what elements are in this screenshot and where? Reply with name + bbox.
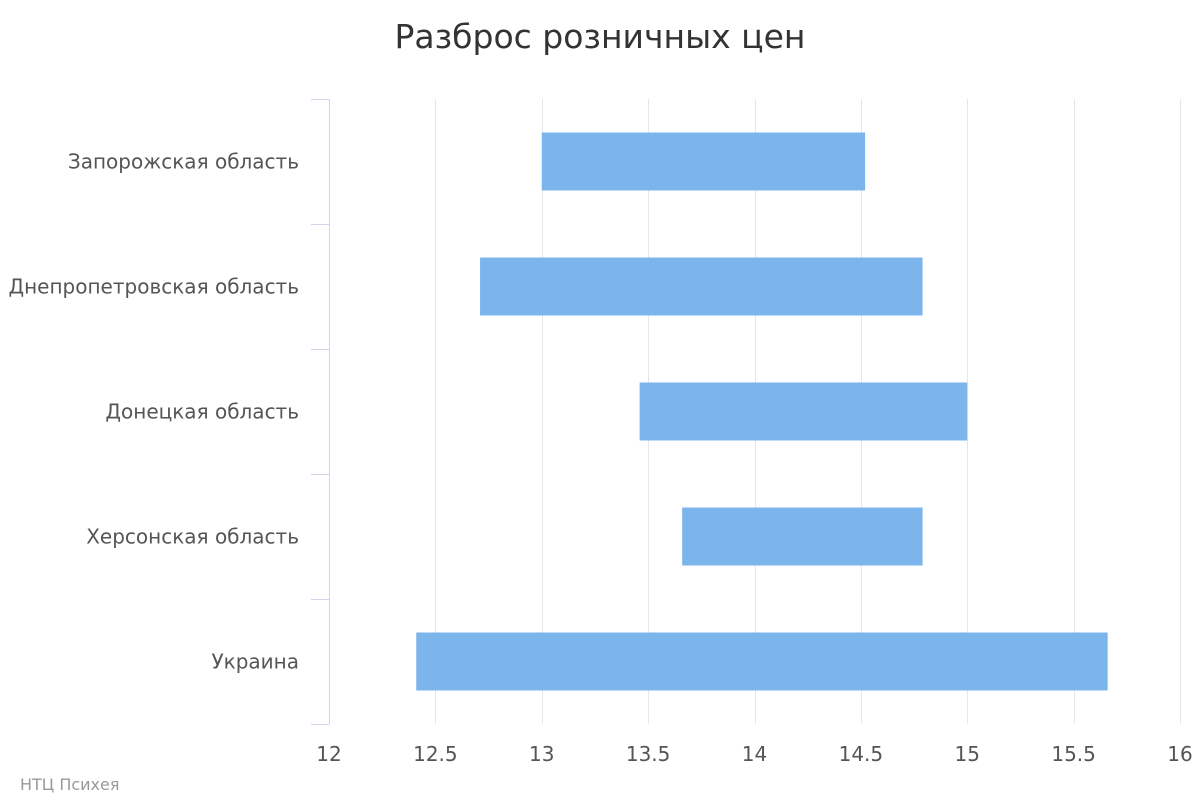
range-bar[interactable] (639, 382, 968, 441)
chart-credit: НТЦ Психея (20, 775, 119, 794)
bar-series (416, 132, 1108, 691)
category-label: Украина (211, 650, 299, 674)
x-tick-label: 14.5 (839, 742, 884, 766)
x-tick-label: 13 (529, 742, 554, 766)
x-tick-label: 14 (742, 742, 767, 766)
category-labels: Запорожская область Днепропетровская обла… (8, 150, 299, 674)
category-axis (311, 99, 330, 725)
category-label: Днепропетровская область (8, 275, 299, 299)
range-bar[interactable] (416, 632, 1108, 691)
chart-title: Разброс розничных цен (395, 17, 806, 56)
range-bar[interactable] (480, 257, 923, 316)
x-tick-label: 15.5 (1051, 742, 1096, 766)
x-tick-label: 15 (955, 742, 980, 766)
x-tick-label: 13.5 (626, 742, 671, 766)
range-bar[interactable] (682, 507, 923, 566)
x-tick-label: 16 (1167, 742, 1192, 766)
x-tick-label: 12 (316, 742, 341, 766)
x-tick-label: 12.5 (413, 742, 458, 766)
category-label: Запорожская область (68, 150, 299, 174)
category-label: Херсонская область (86, 525, 299, 549)
range-bar[interactable] (541, 132, 866, 191)
category-label: Донецкая область (105, 400, 299, 424)
value-tick-labels: 12 12.5 13 13.5 14 14.5 15 15.5 16 (316, 742, 1192, 766)
